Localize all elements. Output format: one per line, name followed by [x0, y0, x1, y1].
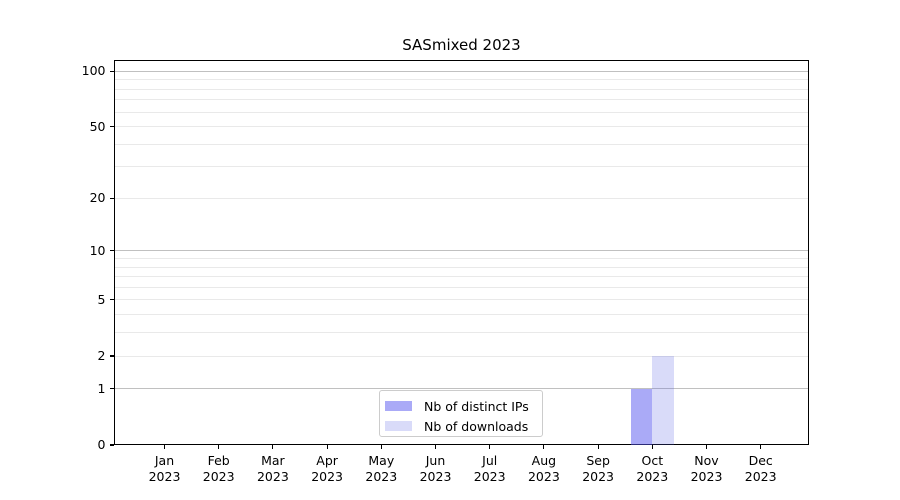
legend-entry-distinct-ips: Nb of distinct IPs	[380, 396, 529, 416]
bar-distinct-ips-oct-2023	[630, 388, 653, 445]
gridline-minor-y-2	[115, 355, 808, 357]
x-tick-label-mar-2023: Mar 2023	[241, 453, 305, 485]
legend-label-distinct-ips: Nb of distinct IPs	[424, 398, 529, 414]
gridline-minor-y-40	[115, 143, 808, 145]
x-tick-year-may-2023: 2023	[365, 469, 398, 484]
x-tick-feb-2023	[218, 445, 220, 449]
chart-title: SASmixed 2023	[402, 36, 521, 54]
x-tick-year-sep-2023: 2023	[582, 469, 614, 484]
x-tick-label-feb-2023: Feb 2023	[187, 453, 251, 485]
y-tick-2	[109, 355, 114, 357]
gridline-minor-y-30	[115, 166, 808, 168]
x-tick-year-feb-2023: 2023	[202, 469, 235, 484]
x-tick-sep-2023	[597, 445, 599, 449]
x-tick-label-may-2023: May 2023	[349, 453, 413, 485]
x-tick-label-apr-2023: Apr 2023	[295, 453, 359, 485]
plot-frame	[114, 60, 809, 445]
gridline-minor-y-3	[115, 332, 808, 334]
x-tick-oct-2023	[651, 445, 653, 449]
x-tick-apr-2023	[326, 445, 328, 449]
y-tick-100	[109, 70, 114, 72]
gridline-major-y-1	[115, 388, 808, 390]
legend-swatch-downloads	[385, 421, 412, 431]
y-tick-20	[109, 197, 114, 199]
x-tick-label-jun-2023: Jun 2023	[404, 453, 468, 485]
gridline-minor-y-5	[115, 299, 808, 301]
x-tick-dec-2023	[760, 445, 762, 449]
x-tick-label-dec-2023: Dec 2023	[729, 453, 793, 485]
y-tick-label-1: 1	[97, 380, 106, 396]
x-tick-aug-2023	[543, 445, 545, 449]
gridline-minor-y-8	[115, 266, 808, 268]
legend-entry-downloads: Nb of downloads	[380, 416, 528, 436]
x-tick-label-sep-2023: Sep 2023	[566, 453, 630, 485]
y-tick-label-20: 20	[89, 190, 106, 206]
x-tick-year-apr-2023: 2023	[311, 469, 343, 484]
bar-downloads-oct-2023	[652, 356, 674, 445]
legend-label-downloads: Nb of downloads	[424, 418, 529, 434]
x-tick-year-dec-2023: 2023	[744, 469, 777, 484]
gridline-major-y-100	[115, 70, 808, 72]
x-tick-jul-2023	[489, 445, 491, 449]
y-tick-1	[109, 388, 114, 390]
x-tick-label-aug-2023: Aug 2023	[512, 453, 576, 485]
x-tick-mar-2023	[272, 445, 274, 449]
x-tick-jan-2023	[163, 445, 166, 449]
legend-swatch-distinct-ips	[385, 401, 412, 411]
gridline-minor-y-90	[115, 79, 808, 81]
x-tick-label-nov-2023: Nov 2023	[675, 453, 739, 485]
y-tick-label-50: 50	[89, 118, 106, 134]
x-tick-year-nov-2023: 2023	[690, 469, 723, 484]
x-tick-year-jan-2023: 2023	[148, 469, 181, 484]
x-tick-label-jul-2023: Jul 2023	[458, 453, 522, 485]
x-tick-year-aug-2023: 2023	[527, 469, 560, 484]
y-tick-50	[109, 125, 114, 128]
x-tick-label-oct-2023: Oct 2023	[620, 453, 684, 485]
x-tick-year-jul-2023: 2023	[473, 469, 506, 484]
x-tick-year-jun-2023: 2023	[419, 469, 452, 484]
y-tick-label-2: 2	[97, 348, 106, 364]
gridline-minor-y-80	[115, 88, 808, 90]
legend: Nb of distinct IPs Nb of downloads	[379, 390, 543, 437]
y-tick-label-10: 10	[89, 242, 106, 258]
gridline-minor-y-50	[115, 126, 808, 128]
x-tick-nov-2023	[705, 445, 708, 449]
y-tick-label-0: 0	[97, 437, 106, 452]
gridline-minor-y-20	[115, 197, 808, 199]
x-tick-year-oct-2023: 2023	[636, 469, 669, 484]
gridline-minor-y-60	[115, 111, 808, 113]
gridline-minor-y-9	[115, 258, 808, 259]
gridline-minor-y-70	[115, 99, 808, 101]
x-tick-jun-2023	[434, 445, 437, 449]
x-tick-may-2023	[380, 445, 382, 449]
y-tick-5	[109, 299, 114, 301]
gridline-minor-y-7	[115, 276, 808, 278]
y-tick-label-100: 100	[81, 63, 106, 79]
x-tick-label-jan-2023: Jan 2023	[133, 453, 197, 485]
gridline-major-y-10	[115, 250, 808, 252]
y-tick-10	[109, 250, 114, 252]
gridline-minor-y-4	[115, 314, 808, 316]
y-tick-0	[109, 444, 114, 446]
x-tick-year-mar-2023: 2023	[256, 469, 289, 484]
gridline-minor-y-6	[115, 286, 808, 288]
y-tick-label-5: 5	[97, 291, 106, 307]
